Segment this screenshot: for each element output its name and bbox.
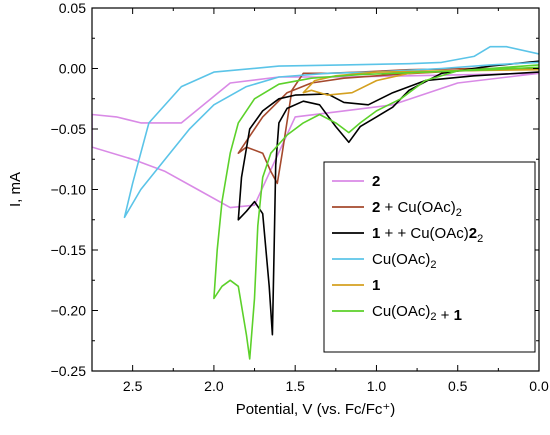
- y-tick-label: −0.20: [51, 303, 87, 319]
- ticks-layer: 2.5 2.0 1.5 1.0 0.5 0.0 0.05 0.00 −0.05 −0.10 −0.1…: [51, 0, 549, 394]
- legend-label: 1: [372, 277, 380, 294]
- series-line-6: [213, 64, 539, 360]
- y-tick-label: 0.00: [59, 61, 86, 77]
- y-tick-label: −0.10: [51, 182, 87, 198]
- series-layer: [92, 45, 539, 360]
- legend-label: 1 + + Cu(OAc)22: [372, 225, 483, 245]
- legend-label: 2: [372, 173, 380, 190]
- x-tick-label: 1.5: [285, 378, 305, 394]
- legend-label: 2 + Cu(OAc)2: [372, 199, 462, 219]
- legend-box: [323, 161, 536, 353]
- x-tick-label: 2.5: [123, 378, 143, 394]
- legend: 2 2 + Cu(OAc)2 1 + + Cu(OAc)22 Cu(OAc)2 1 Cu(…: [323, 161, 536, 353]
- y-tick-label: −0.05: [51, 121, 87, 137]
- series-line-4: [123, 45, 539, 219]
- x-tick-label: 2.0: [204, 378, 224, 394]
- legend-label: Cu(OAc)2 + 1: [372, 303, 462, 324]
- x-tick-label: 0.5: [448, 378, 468, 394]
- x-tick-label: 1.0: [367, 378, 387, 394]
- y-tick-label: −0.25: [51, 363, 87, 379]
- y-tick-label: −0.15: [51, 242, 87, 258]
- x-tick-label: 0.0: [529, 378, 549, 394]
- y-tick-label: 0.05: [59, 0, 86, 16]
- legend-label: Cu(OAc)2: [372, 251, 436, 271]
- x-axis-title: Potential, V (vs. Fc/Fc⁺): [236, 401, 396, 418]
- y-axis-title: I, mA: [7, 172, 24, 207]
- series-line-3: [237, 60, 539, 336]
